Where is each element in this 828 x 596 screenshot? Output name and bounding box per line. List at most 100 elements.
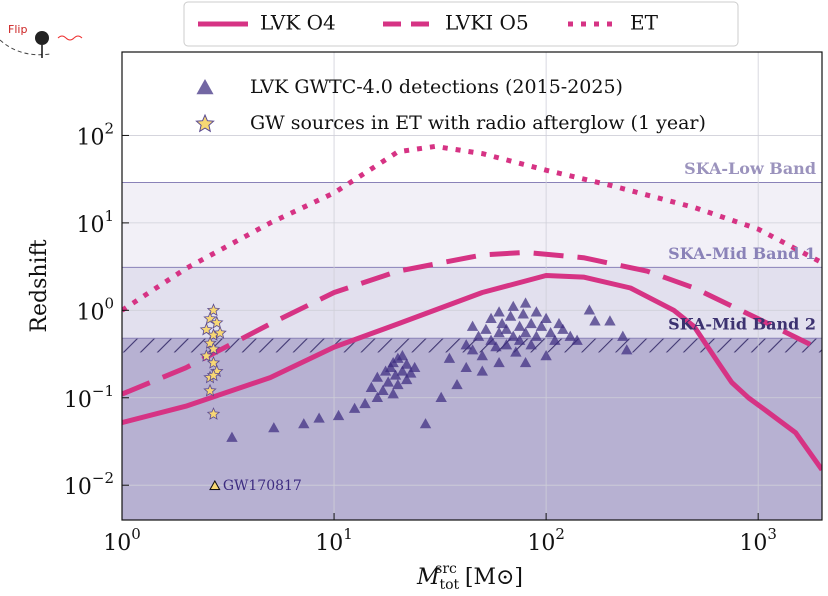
triangle-point [517,308,529,319]
triangle-point [564,330,576,341]
triangle-point [396,350,409,361]
y-tick-label: 102 [76,119,114,150]
triangle-point [480,323,492,334]
triangle-point [443,352,456,363]
triangle-point [583,304,596,315]
triangle-point [400,358,413,369]
legend-box [183,1,739,47]
triangle-point [460,361,472,373]
legend-label: GW sources in ET with radio afterglow (1… [250,112,706,134]
triangle-point [405,367,417,378]
triangle-point [617,330,629,341]
triangle-point [507,300,519,311]
annotation: GW170817 [223,478,302,494]
triangle-point [485,334,497,345]
triangle-point [419,418,432,429]
triangle-point [466,320,479,331]
triangle-point [530,306,543,317]
y-tick-label: 10−2 [64,469,114,500]
inset-label: Flip [8,23,27,36]
triangle-point [507,330,519,341]
legend-swatch [196,79,214,95]
triangle-point [359,397,371,409]
star-point [206,355,221,369]
triangle-point [519,327,532,338]
x-tick-label: 101 [315,525,353,556]
star-point [206,342,221,355]
triangle-point [472,330,485,341]
legend-label: ET [630,11,659,35]
triangle-point [387,388,399,399]
star-point [199,348,214,362]
triangle-point [400,373,413,385]
band-label: SKA-Low Band [684,159,816,178]
triangle-point [451,378,463,390]
star-point [206,368,221,382]
triangle-point [377,384,389,396]
band [122,338,822,520]
triangle-point [476,350,488,361]
triangle-point [540,312,552,323]
star-point [213,325,227,339]
triangle-point [435,391,447,402]
triangle-point [530,330,543,341]
triangle-point [298,418,310,429]
triangle-point [382,376,394,387]
triangle-point [348,402,361,413]
triangle-point [392,378,404,390]
x-label-sub: tot [439,577,459,593]
triangle-point [396,365,409,376]
band-label: SKA-Mid Band 1 [668,244,816,263]
triangle-point [408,361,421,373]
plot-frame [121,51,823,521]
triangle-point [553,317,565,329]
x-axis-label: Mtotsrc [M⊙] [416,561,523,593]
series-line [122,273,822,472]
legend-swatch [195,113,215,133]
triangle-point [365,381,378,392]
triangle-point [525,317,537,329]
triangle-point [268,422,280,433]
triangle-point [540,350,552,361]
inset-wave [57,35,83,41]
triangle-point [544,327,557,338]
triangle-point [549,334,561,345]
y-tick-label: 100 [76,294,114,325]
triangle-point [332,409,345,421]
triangle-point [496,317,508,329]
triangle-point [500,323,513,334]
star-point [206,407,221,420]
triangle-point [510,346,522,357]
legend-label: LVKI O5 [445,11,529,35]
triangle-point [371,371,384,382]
series-line [122,143,822,313]
triangle-point [466,344,479,355]
annotation-marker [209,479,221,490]
triangle-point [493,356,505,368]
series-line [122,249,822,397]
triangle-point [519,297,532,308]
inset-graphic: Flip [0,23,83,58]
triangle-point [604,315,616,326]
triangle-point [525,339,537,350]
band-label: SKA-Mid Band 2 [668,315,816,334]
triangle-point [389,369,402,380]
triangle-point [313,412,325,423]
x-label-unit: [M⊙] [465,565,523,590]
triangle-point [226,431,238,442]
triangle-point [392,352,404,363]
triangle-point [476,365,488,376]
triangle-point [493,306,505,317]
x-tick-label: 100 [103,525,141,556]
triangle-point [571,334,583,345]
triangle-point [519,356,532,368]
triangle-point [485,312,497,323]
x-tick-label: 102 [527,525,565,556]
star-point [206,303,221,317]
triangle-point [535,320,548,331]
triangle-point [513,334,526,345]
y-tick-label: 10−1 [64,382,114,413]
triangle-point [460,339,472,350]
star-point [203,383,217,397]
